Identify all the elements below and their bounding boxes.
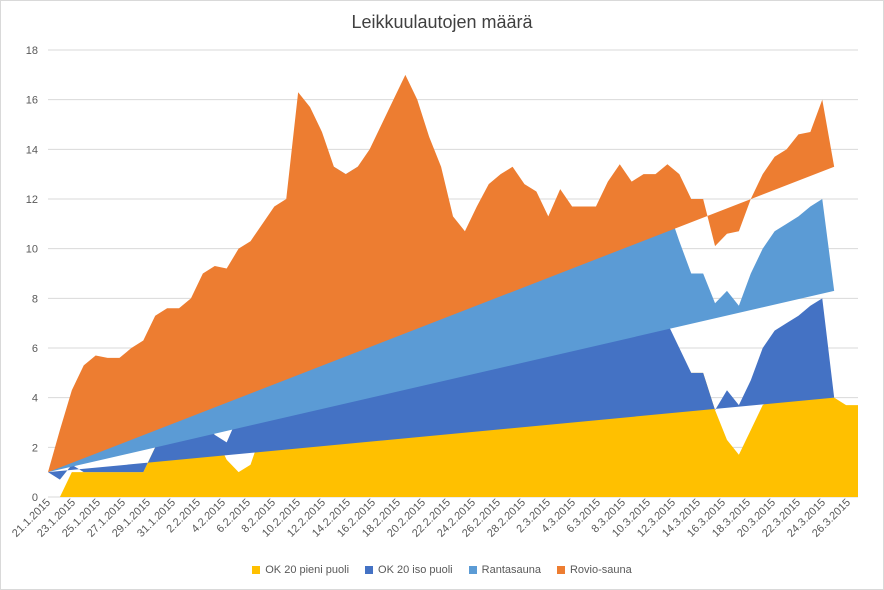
legend-item: OK 20 pieni puoli: [252, 564, 349, 576]
area-series-layer: [48, 74, 858, 497]
legend-label: OK 20 pieni puoli: [265, 564, 350, 576]
legend-label: Rovio-sauna: [569, 564, 632, 576]
area-series-rovio-sauna: [48, 74, 835, 473]
legend-swatch: [365, 566, 374, 574]
y-tick-label: 14: [26, 144, 38, 156]
y-tick-label: 2: [32, 442, 38, 454]
legend-swatch: [252, 566, 261, 574]
legend-item: Rantasauna: [468, 564, 541, 576]
y-tick-label: 10: [26, 244, 38, 256]
y-tick-label: 18: [26, 45, 38, 57]
y-tick-label: 8: [32, 293, 38, 305]
x-axis-ticks: 21.1.201523.1.201525.1.201527.1.201529.1…: [10, 497, 853, 540]
legend-item: OK 20 iso puoli: [365, 564, 453, 576]
legend-swatch: [468, 566, 477, 574]
y-tick-label: 0: [32, 492, 38, 504]
legend-item: Rovio-sauna: [556, 564, 632, 576]
y-tick-label: 6: [32, 343, 38, 355]
y-tick-label: 4: [32, 393, 38, 405]
legend-swatch: [556, 566, 565, 574]
y-tick-label: 12: [26, 194, 38, 206]
legend-label: Rantasauna: [481, 564, 541, 576]
legend-label: OK 20 iso puoli: [378, 564, 453, 576]
legend: OK 20 pieni puoli OK 20 iso puoli Rantasau…: [0, 564, 884, 576]
y-axis-ticks: 0 2 4 6 8 10 12 14 16 18: [26, 45, 38, 504]
y-tick-label: 16: [26, 95, 38, 107]
chart-title: Leikkuulautojen määrä: [351, 12, 533, 32]
